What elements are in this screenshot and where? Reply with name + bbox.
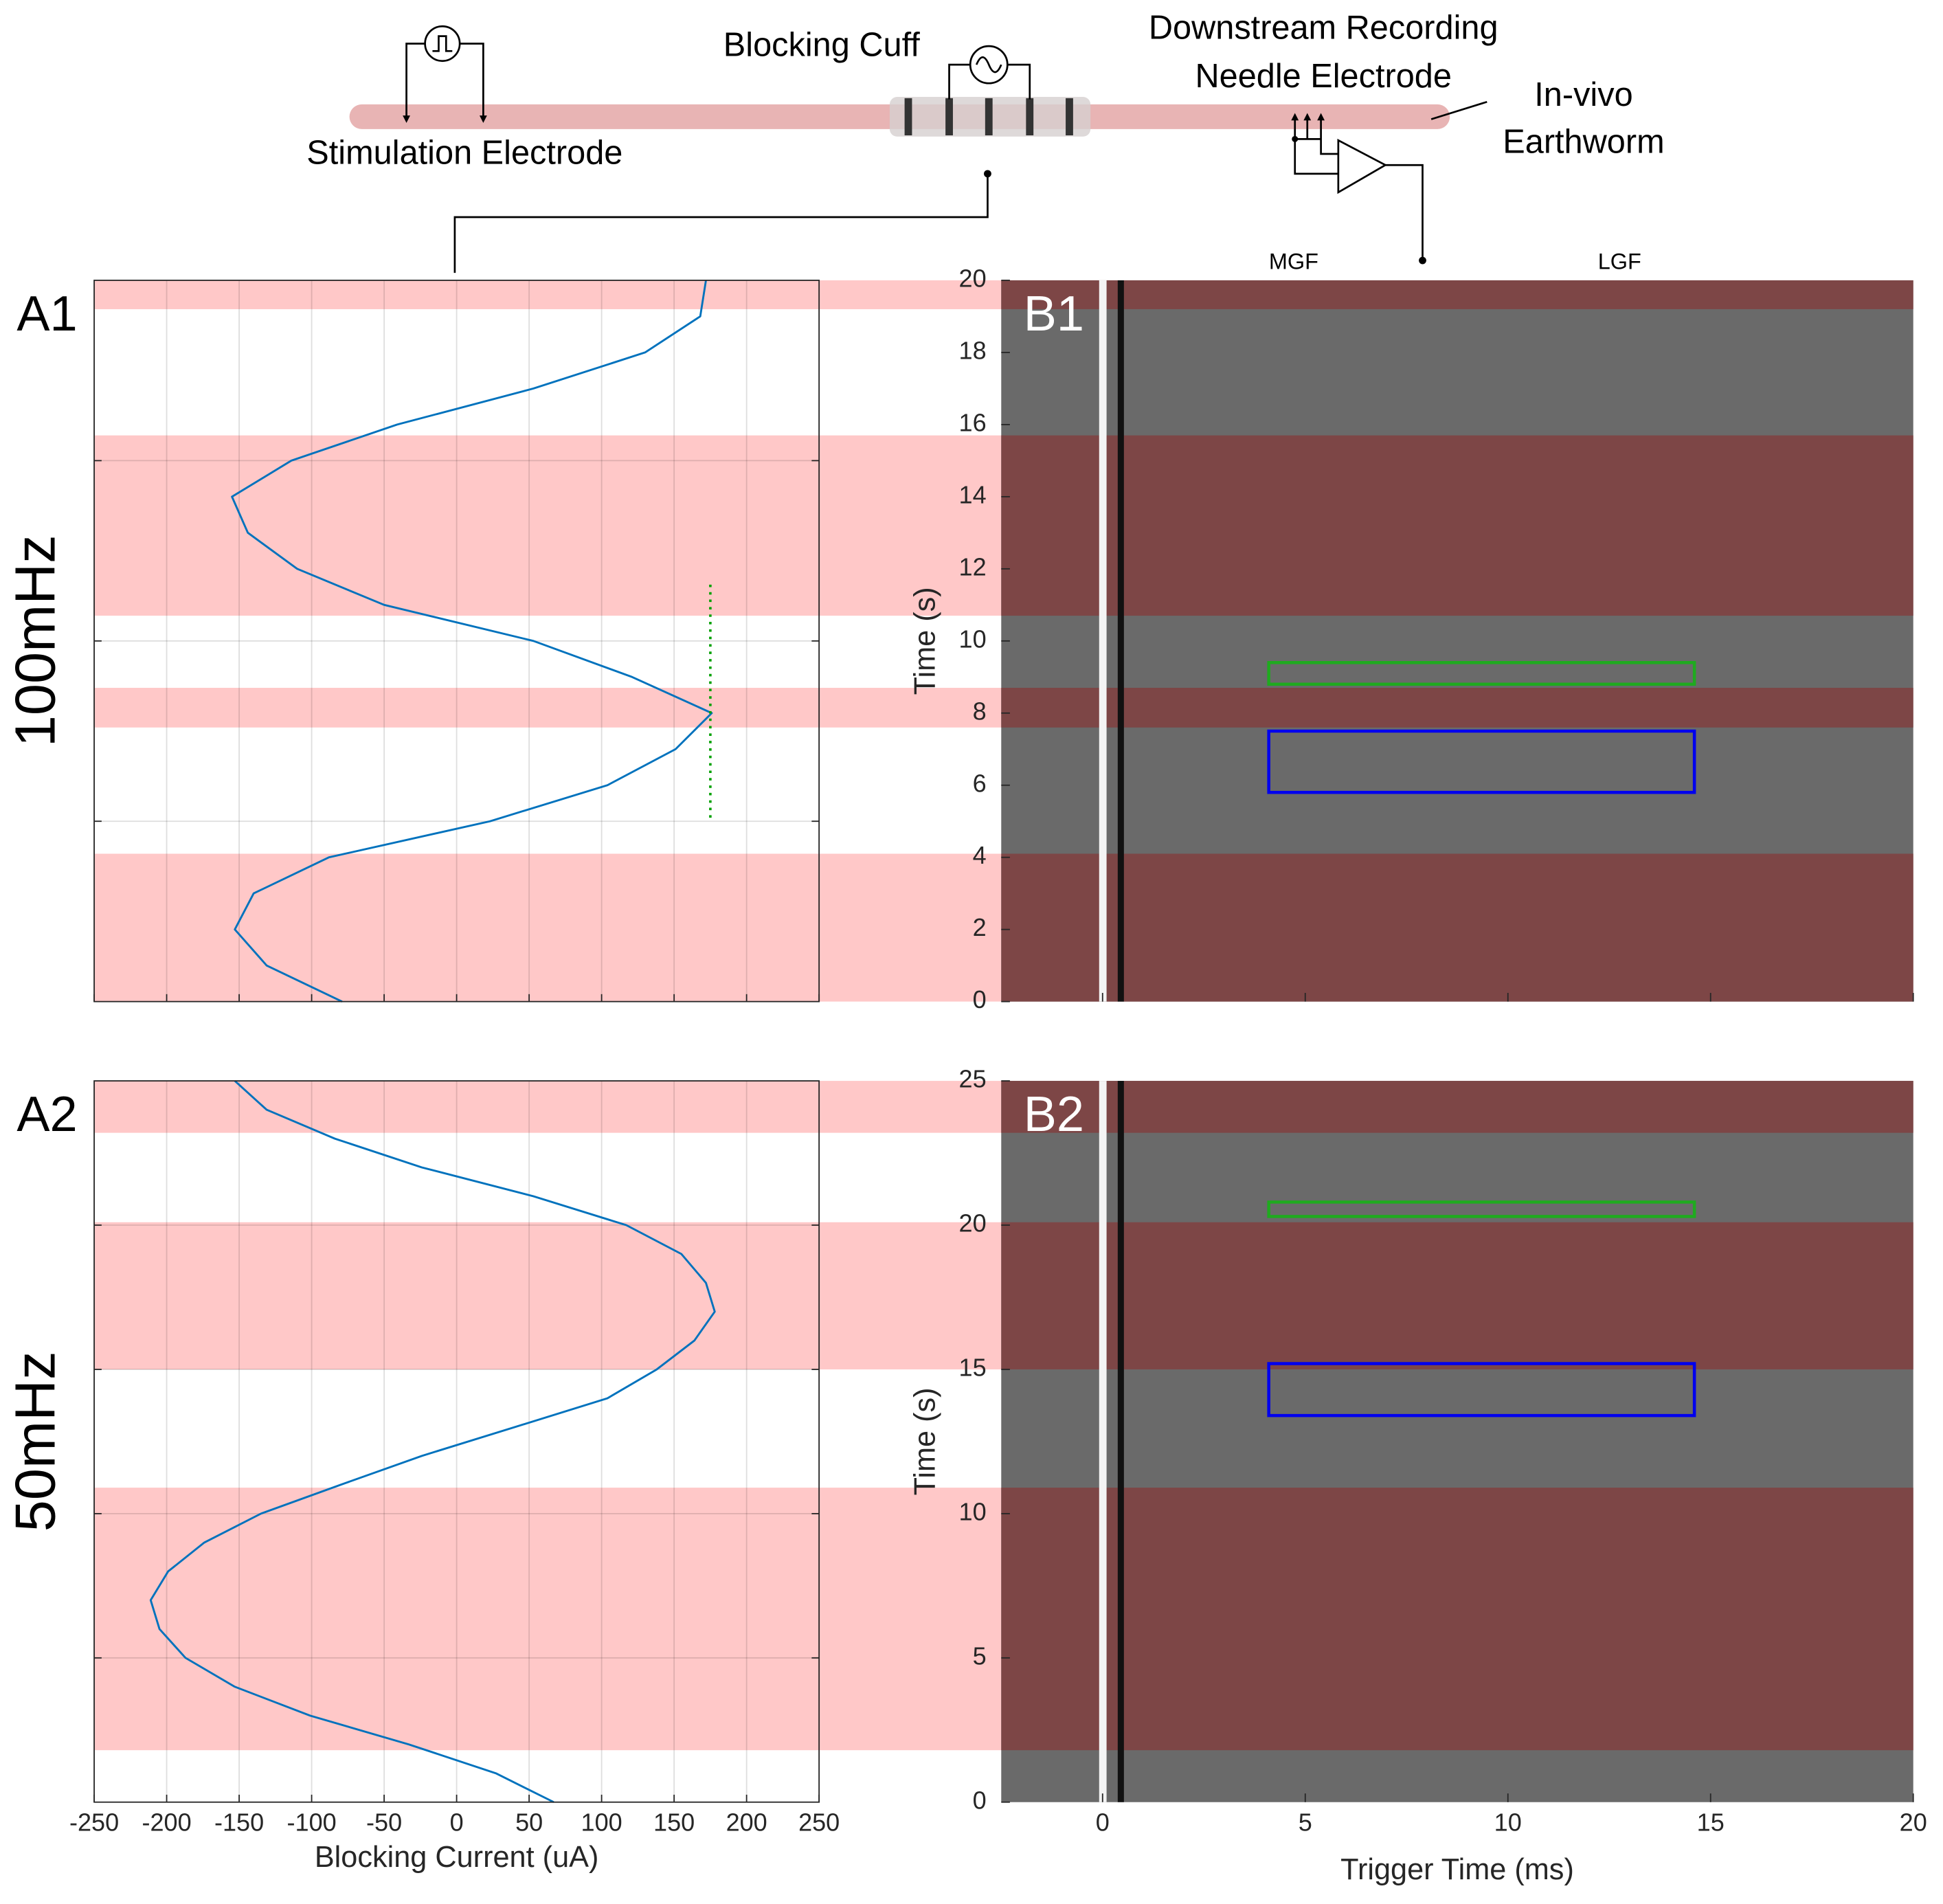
blocked-band xyxy=(94,1488,1002,1751)
blocked-band xyxy=(1001,688,1913,728)
panel: -250 -200 -150 -100 -50 0 50 100 150 200 250Blocki… xyxy=(3,1080,1002,1874)
y-tick-label: 16 xyxy=(959,408,987,436)
y-tick-label: 0 xyxy=(973,1786,987,1814)
setup-diagram: Stimulation Electrode Blocking Cuff Down… xyxy=(306,10,1665,273)
recording-label: Downstream Recording xyxy=(1149,10,1498,47)
recording-label: Needle Electrode xyxy=(1195,58,1452,95)
highlight-box xyxy=(1267,1200,1696,1218)
y-tick-label: 18 xyxy=(959,336,987,364)
frequency-label: 100mHz xyxy=(3,535,67,747)
blocked-band xyxy=(94,1081,1002,1133)
panel: 0 5 10 15 20 25 0 5 10 15 20 Time (s) Trigger Time (… xyxy=(909,1065,1927,1887)
x-tick-label: 10 xyxy=(1494,1808,1522,1837)
panel: 0 2 4 6 8 10 12 14 16 18 20 Time (s) B1 xyxy=(909,264,1914,1013)
y-tick-label: 12 xyxy=(959,552,987,581)
y-tick-label: 15 xyxy=(959,1353,987,1381)
stim-artifact xyxy=(1117,280,1124,1002)
blocked-band xyxy=(94,688,1002,728)
y-tick-label: 20 xyxy=(959,1209,987,1237)
axes-box xyxy=(93,1080,820,1803)
stim-label: Stimulation Electrode xyxy=(306,135,622,172)
blocked-band xyxy=(94,853,1002,1002)
blocked-band xyxy=(1001,1488,1913,1751)
y-tick-label: 20 xyxy=(959,264,987,292)
y-tick-label: 5 xyxy=(973,1642,987,1670)
blocked-band xyxy=(94,1222,1002,1369)
highlight-box xyxy=(1267,1362,1696,1418)
wiring-dots xyxy=(403,113,1426,265)
x-tick-label: 20 xyxy=(1900,1808,1927,1837)
current-curve xyxy=(149,1080,716,1804)
blocked-band xyxy=(1001,280,1913,309)
x-tick-label: 150 xyxy=(653,1808,695,1837)
wiring xyxy=(405,25,1487,273)
y-tick-label: 10 xyxy=(959,625,987,653)
y-tick-label: 8 xyxy=(973,697,987,725)
panel-label: A1 xyxy=(16,287,77,341)
axes-box xyxy=(93,280,820,1003)
stim-artifact xyxy=(1099,1081,1107,1802)
x-tick-label: 0 xyxy=(1096,1808,1110,1837)
panel: A1 100mHz xyxy=(3,280,1002,1003)
x-axis-label: Trigger Time (ms) xyxy=(1340,1853,1574,1886)
y-tick-label: 25 xyxy=(959,1065,987,1093)
y-tick-label: 2 xyxy=(973,913,987,941)
x-tick-label: -100 xyxy=(287,1808,337,1837)
subject-label: Earthworm xyxy=(1503,123,1664,160)
blocked-band xyxy=(1001,853,1913,1002)
y-tick-label: 0 xyxy=(973,985,987,1013)
y-tick-label: 6 xyxy=(973,769,987,797)
blocked-band xyxy=(94,280,1002,309)
x-tick-label: 50 xyxy=(515,1808,543,1837)
x-tick-label: -50 xyxy=(366,1808,402,1837)
cuff-label: Blocking Cuff xyxy=(723,27,920,64)
y-axis-label: Time (s) xyxy=(909,1387,942,1495)
y-tick-label: 14 xyxy=(959,480,987,508)
blocked-band xyxy=(1001,435,1913,616)
panel-label: B2 xyxy=(1024,1087,1084,1142)
panel-label: B1 xyxy=(1024,287,1084,341)
y-axis-label: Time (s) xyxy=(909,587,942,695)
stim-artifact xyxy=(1117,1081,1124,1802)
x-axis-label: Blocking Current (uA) xyxy=(315,1841,599,1874)
cuff-rings xyxy=(904,98,1073,135)
y-tick-label: 4 xyxy=(973,841,987,869)
frequency-label: 50mHz xyxy=(3,1352,67,1532)
x-tick-label: 5 xyxy=(1299,1808,1312,1837)
x-tick-label: -150 xyxy=(214,1808,264,1837)
blocked-band xyxy=(1001,1081,1913,1133)
subject-label: In-vivo xyxy=(1534,76,1632,113)
highlight-box xyxy=(1267,729,1696,794)
annotation: LGF xyxy=(1598,249,1641,273)
y-tick-label: 10 xyxy=(959,1497,987,1525)
blocked-band xyxy=(1001,1222,1913,1369)
x-tick-label: 0 xyxy=(450,1808,464,1837)
panel-label: A2 xyxy=(16,1087,77,1142)
current-curve xyxy=(231,280,713,1003)
stim-artifact xyxy=(1099,280,1107,1002)
highlight-box xyxy=(1267,661,1696,686)
x-tick-label: -250 xyxy=(69,1808,119,1837)
blocked-band xyxy=(94,435,1002,616)
x-tick-label: 100 xyxy=(581,1808,622,1837)
annotation: MGF xyxy=(1269,249,1318,273)
x-tick-label: 250 xyxy=(798,1808,840,1837)
x-tick-label: 15 xyxy=(1697,1808,1725,1837)
x-tick-label: 200 xyxy=(726,1808,767,1837)
x-tick-label: -200 xyxy=(142,1808,191,1837)
